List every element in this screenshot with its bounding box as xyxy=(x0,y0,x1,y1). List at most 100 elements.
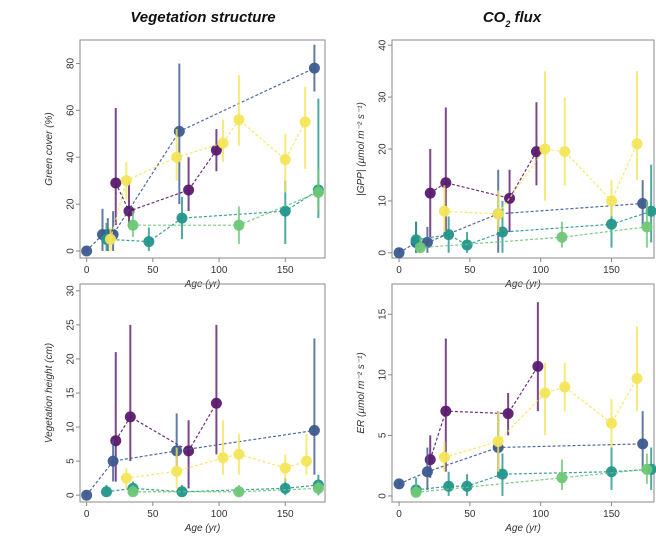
y-tick-label: 0 xyxy=(378,250,389,256)
data-point xyxy=(530,146,542,158)
column-title-vegetation: Vegetation structure xyxy=(130,9,275,26)
data-point xyxy=(539,387,551,399)
data-point xyxy=(410,486,422,498)
data-point xyxy=(120,175,132,187)
series-yellow xyxy=(438,326,643,472)
data-point xyxy=(110,177,122,189)
data-point xyxy=(606,218,618,230)
data-point xyxy=(173,125,185,137)
series-line xyxy=(398,443,643,485)
data-point xyxy=(100,486,112,498)
data-point xyxy=(438,205,450,217)
y-tick-label: 0 xyxy=(66,492,77,498)
y-tick-label: 60 xyxy=(66,104,77,116)
y-axis-label: |GPP| (µmol m⁻² s⁻¹) xyxy=(356,102,367,196)
co2-subscript: 2 xyxy=(504,19,510,29)
data-point xyxy=(492,208,504,220)
data-point xyxy=(443,229,455,241)
panel-frame xyxy=(79,39,326,259)
data-point xyxy=(556,472,568,484)
data-point xyxy=(183,184,195,196)
series-line xyxy=(420,226,647,249)
series-green xyxy=(127,168,324,244)
x-tick-label: 0 xyxy=(84,265,90,276)
data-point xyxy=(532,360,544,372)
panel-bottom-right: 0 50 100 150 0 5 10 15 ER (µmol m⁻² s⁻¹) Age (yr) xyxy=(356,283,656,534)
y-tick-label: 15 xyxy=(66,387,77,399)
series-line xyxy=(444,378,638,458)
series-green xyxy=(127,481,324,498)
x-tick-label: 0 xyxy=(396,265,402,276)
data-point xyxy=(461,480,473,492)
x-tick-label: 50 xyxy=(464,265,476,276)
data-point xyxy=(393,247,405,259)
data-point xyxy=(233,486,245,498)
data-point xyxy=(496,468,508,480)
data-point xyxy=(171,151,183,163)
series-line xyxy=(126,453,307,479)
data-point xyxy=(299,116,311,128)
y-tick-label: 5 xyxy=(66,458,77,464)
data-point xyxy=(81,489,93,501)
series-yellow xyxy=(104,75,311,251)
y-tick-label: 30 xyxy=(378,91,389,103)
y-tick-label: 0 xyxy=(66,248,77,254)
y-tick-label: 20 xyxy=(66,353,77,365)
series-blue xyxy=(81,338,320,501)
data-point xyxy=(279,154,291,166)
data-point xyxy=(606,466,618,478)
data-point xyxy=(300,455,312,467)
data-point xyxy=(217,137,229,149)
data-point xyxy=(279,482,291,494)
data-point xyxy=(443,480,455,492)
data-point xyxy=(233,114,245,126)
data-point xyxy=(81,245,93,257)
data-point xyxy=(233,219,245,231)
data-point xyxy=(127,219,139,231)
data-point xyxy=(217,452,229,464)
data-point xyxy=(641,221,653,233)
y-tick-label: 10 xyxy=(66,421,77,433)
data-point xyxy=(104,233,116,245)
data-point xyxy=(176,212,188,224)
series-line xyxy=(109,118,306,240)
data-point xyxy=(233,448,245,460)
series-line xyxy=(398,202,643,254)
x-tick-label: 0 xyxy=(396,509,402,520)
series-line xyxy=(429,151,537,199)
data-point xyxy=(124,411,136,423)
flux-text: flux xyxy=(510,9,541,26)
column-title-co2-flux: CO2 flux xyxy=(483,9,542,29)
data-point xyxy=(440,177,452,189)
series-line xyxy=(115,149,217,212)
data-point xyxy=(438,451,450,463)
data-point xyxy=(637,198,649,209)
series-purple xyxy=(424,102,542,238)
data-point xyxy=(492,435,504,447)
data-point xyxy=(631,138,643,150)
series-purple xyxy=(110,324,222,489)
data-point xyxy=(645,205,656,217)
series-line xyxy=(86,429,315,496)
data-point xyxy=(143,236,155,248)
data-point xyxy=(279,205,291,217)
y-axis-label: ER (µmol m⁻² s⁻¹) xyxy=(356,352,367,433)
data-point xyxy=(308,424,320,436)
x-tick-label: 150 xyxy=(277,509,294,520)
series-green xyxy=(414,200,653,254)
data-point xyxy=(641,463,653,475)
data-point xyxy=(414,242,426,254)
data-point xyxy=(559,146,571,158)
series-yellow xyxy=(438,71,643,233)
y-tick-label: 20 xyxy=(378,143,389,155)
data-point xyxy=(171,465,183,477)
series-blue xyxy=(393,411,649,490)
data-point xyxy=(107,455,119,467)
x-tick-label: 150 xyxy=(277,265,294,276)
x-axis-label: Age (yr) xyxy=(504,523,541,534)
data-point xyxy=(539,143,551,155)
y-tick-label: 15 xyxy=(378,308,389,320)
